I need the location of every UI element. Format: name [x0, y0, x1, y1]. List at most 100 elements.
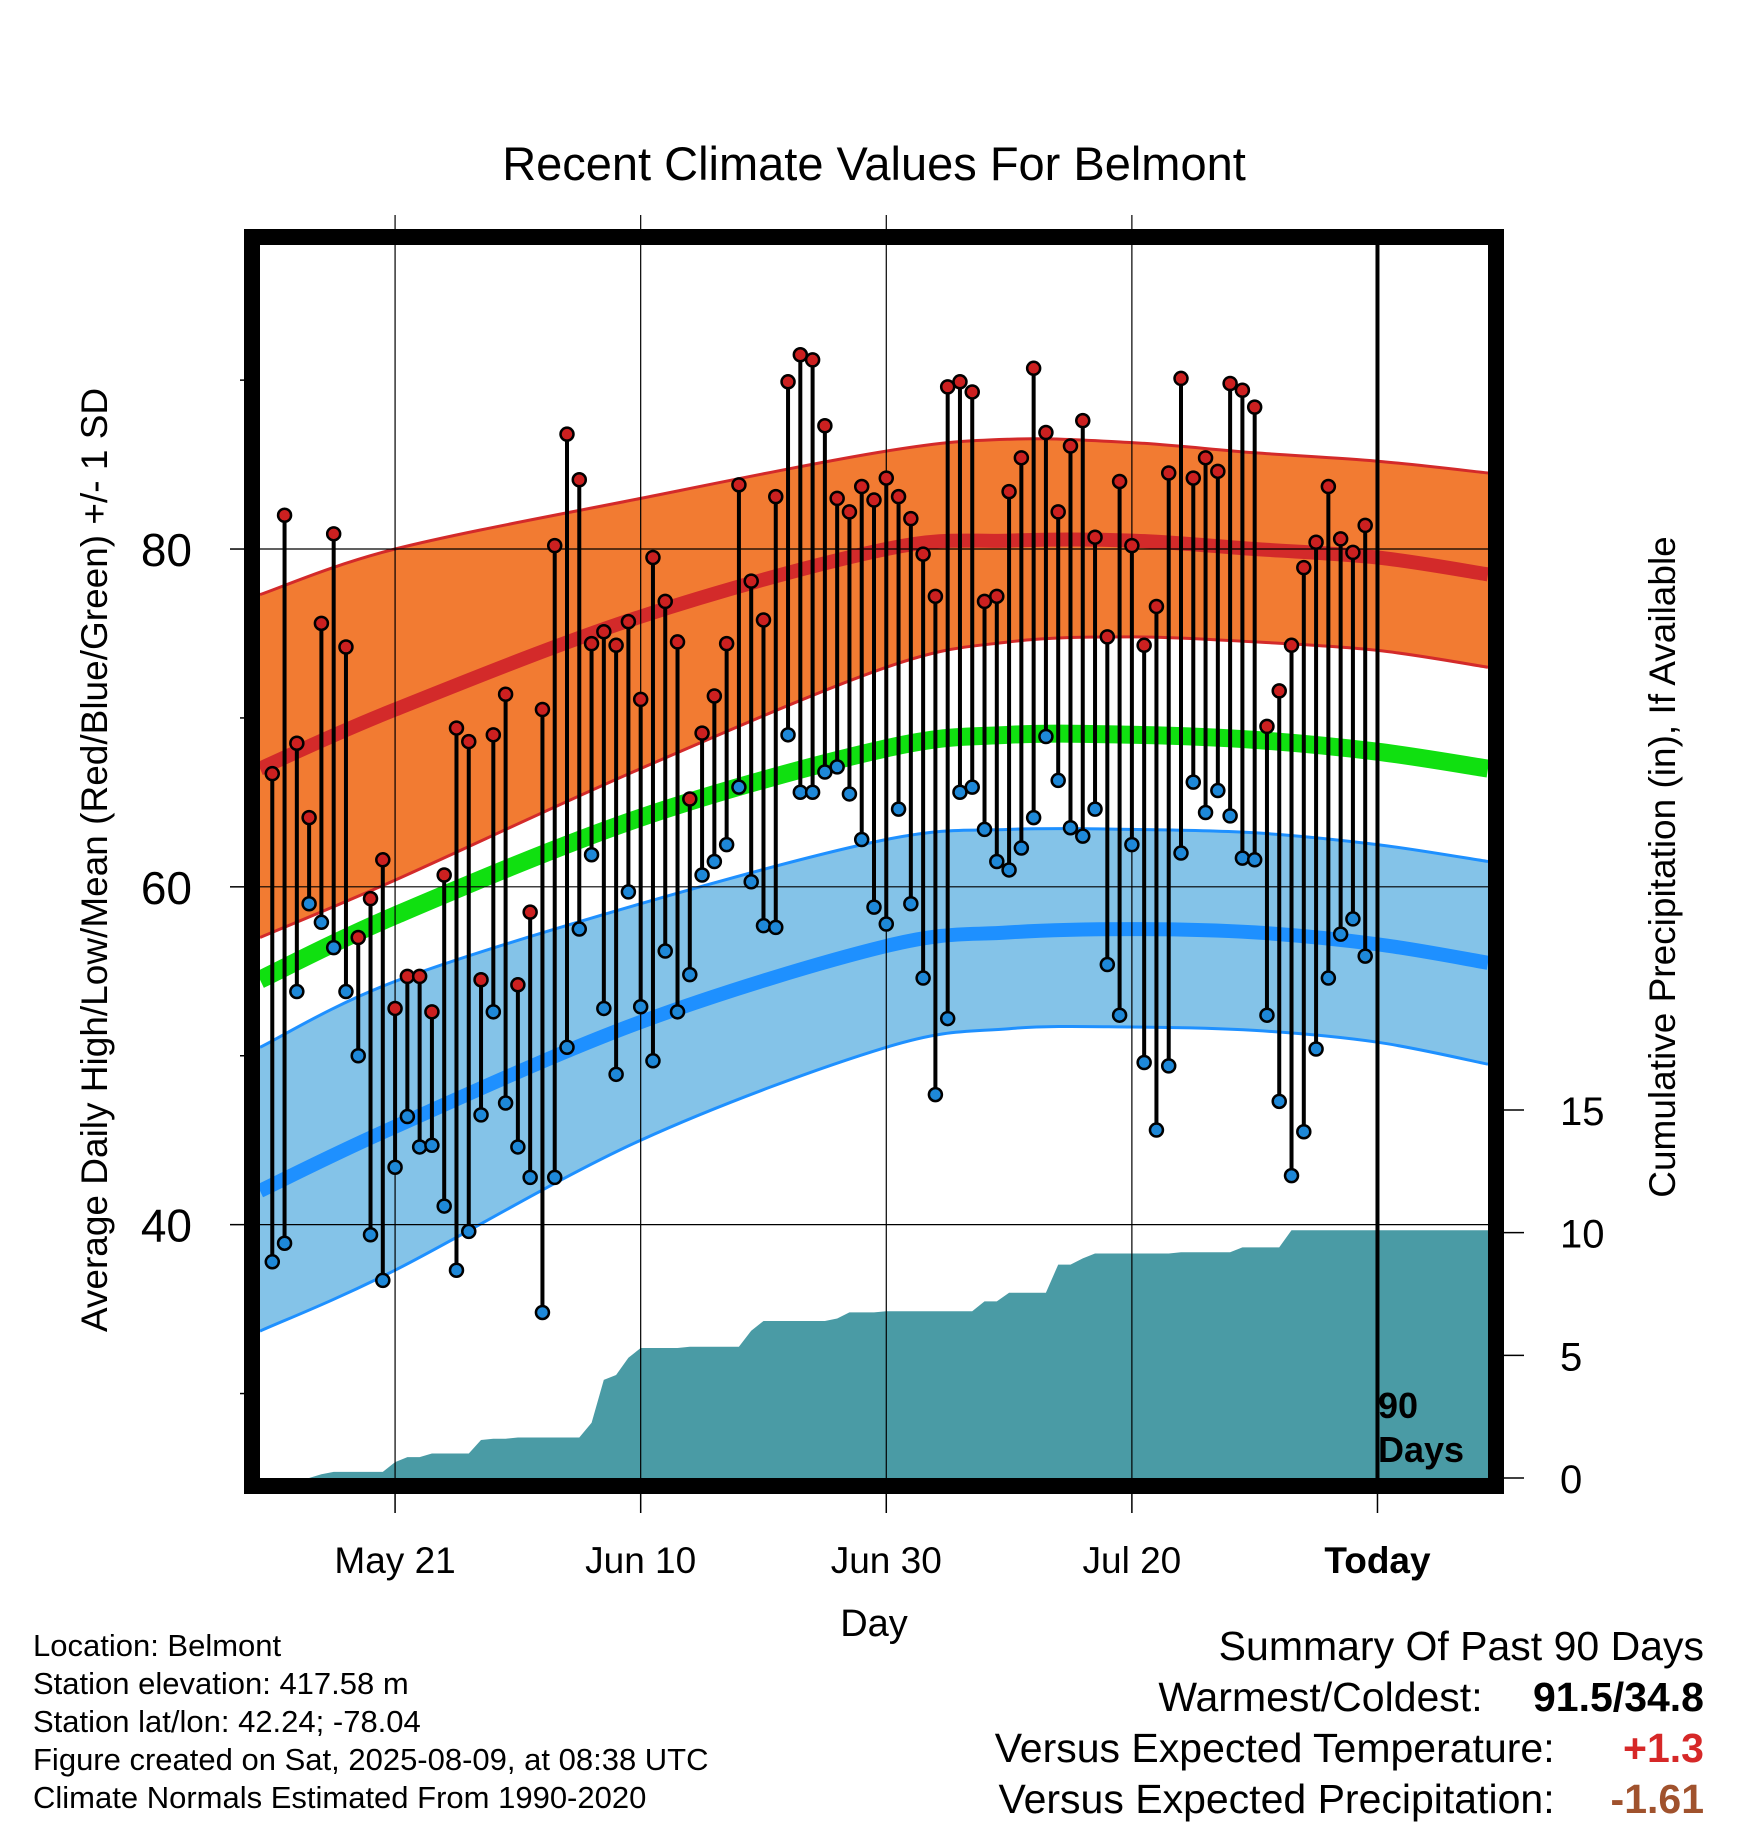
low-point: [853, 831, 870, 848]
low-point: [632, 999, 649, 1015]
high-point: [1271, 683, 1287, 699]
high-point: [264, 765, 281, 782]
frame-border: [244, 229, 1504, 1494]
temp-label: Versus Expected Temperature:: [994, 1725, 1555, 1771]
low-point: [596, 1000, 612, 1017]
high-point: [596, 624, 612, 640]
low-point: [1283, 1167, 1300, 1184]
low-point: [1259, 1007, 1275, 1023]
high-point: [338, 639, 354, 655]
high-point: [448, 720, 465, 736]
high-point: [804, 352, 821, 368]
low-point: [546, 1169, 563, 1186]
high-point: [1099, 629, 1116, 645]
low-point: [1173, 845, 1189, 861]
high-point: [313, 615, 330, 632]
high-point: [829, 490, 845, 507]
high-point: [768, 488, 784, 505]
low-point: [1038, 728, 1054, 745]
high-point: [952, 374, 968, 390]
high-point: [1296, 559, 1312, 576]
high-point: [682, 791, 698, 807]
x-tick-label: May 21: [334, 1540, 455, 1581]
low-point: [399, 1108, 416, 1125]
axes: May 21 Jun 10 Jun 30 Jul 20 Today 40 60 80 0 5 10 1…: [141, 379, 1605, 1581]
high-point: [1197, 450, 1214, 466]
low-point: [264, 1254, 281, 1270]
low-point: [1148, 1122, 1165, 1138]
warm-cold-value: 91.5/34.8: [1533, 1674, 1704, 1720]
low-point: [743, 874, 759, 890]
y-left-tick-label: 40: [141, 1200, 192, 1252]
high-point: [1332, 531, 1349, 547]
low-point: [1062, 819, 1079, 836]
y-right-tick-label: 15: [1560, 1090, 1605, 1134]
low-point: [1320, 970, 1337, 986]
elevation-text: Station elevation: 417.58 m: [33, 1666, 409, 1701]
plot-frame: [244, 229, 1504, 1494]
high-point: [964, 384, 980, 400]
low-point: [1013, 840, 1030, 856]
location-text: Location: Belmont: [33, 1628, 282, 1663]
low-point: [1234, 850, 1251, 866]
low-point: [1197, 804, 1214, 821]
low-point: [878, 916, 895, 932]
low-point: [1050, 772, 1066, 789]
daily-points: [264, 347, 1373, 1321]
high-point: [1038, 424, 1054, 441]
high-point: [632, 691, 649, 708]
low-point: [780, 727, 796, 743]
high-point: [1111, 473, 1128, 490]
high-point: [1283, 637, 1300, 654]
high-point: [1246, 399, 1263, 415]
high-point: [1160, 465, 1177, 481]
high-point: [485, 727, 502, 743]
high-point: [571, 472, 588, 488]
high-point: [657, 593, 673, 610]
summary-heading: Summary Of Past 90 Days: [1218, 1623, 1704, 1669]
low-point: [755, 917, 772, 934]
high-point: [989, 588, 1005, 605]
low-point: [608, 1066, 624, 1083]
low-point: [964, 779, 980, 795]
low-point: [657, 943, 673, 959]
low-point: [1001, 862, 1017, 878]
low-point: [534, 1304, 551, 1321]
low-point: [706, 853, 723, 870]
high-point: [755, 612, 772, 628]
high-point: [927, 588, 944, 605]
y-axis-left-label: Average Daily High/Low/Mean (Red/Blue/Gr…: [74, 388, 115, 1332]
low-point: [915, 970, 931, 986]
y-axis-right-label: Cumulative Precipitation (in), If Availa…: [1642, 536, 1683, 1198]
low-point: [1111, 1007, 1128, 1023]
high-point: [1136, 637, 1152, 654]
high-point: [473, 971, 489, 988]
low-point: [1075, 828, 1091, 844]
high-point: [1013, 450, 1030, 466]
low-point: [939, 1010, 956, 1027]
high-point: [1173, 370, 1189, 387]
high-point: [620, 613, 637, 630]
low-point: [1296, 1123, 1312, 1140]
period-days-unit: Days: [1378, 1429, 1464, 1470]
high-point: [1308, 534, 1324, 551]
low-point: [1271, 1093, 1287, 1110]
low-point: [1357, 948, 1373, 964]
low-point: [1087, 801, 1103, 817]
high-point: [731, 477, 747, 493]
high-point: [903, 510, 919, 527]
low-point: [1099, 956, 1116, 973]
low-point: [338, 983, 354, 1000]
high-point: [424, 1004, 440, 1020]
high-point: [1320, 478, 1337, 495]
high-point: [411, 968, 428, 985]
low-point: [313, 914, 330, 931]
x-tick-label: Jun 10: [585, 1540, 696, 1581]
low-point: [522, 1169, 538, 1186]
warm-cold-label: Warmest/Coldest:: [1158, 1674, 1483, 1720]
low-point: [583, 846, 600, 863]
low-point: [461, 1223, 477, 1240]
high-point: [866, 492, 882, 508]
high-point: [1062, 438, 1079, 454]
